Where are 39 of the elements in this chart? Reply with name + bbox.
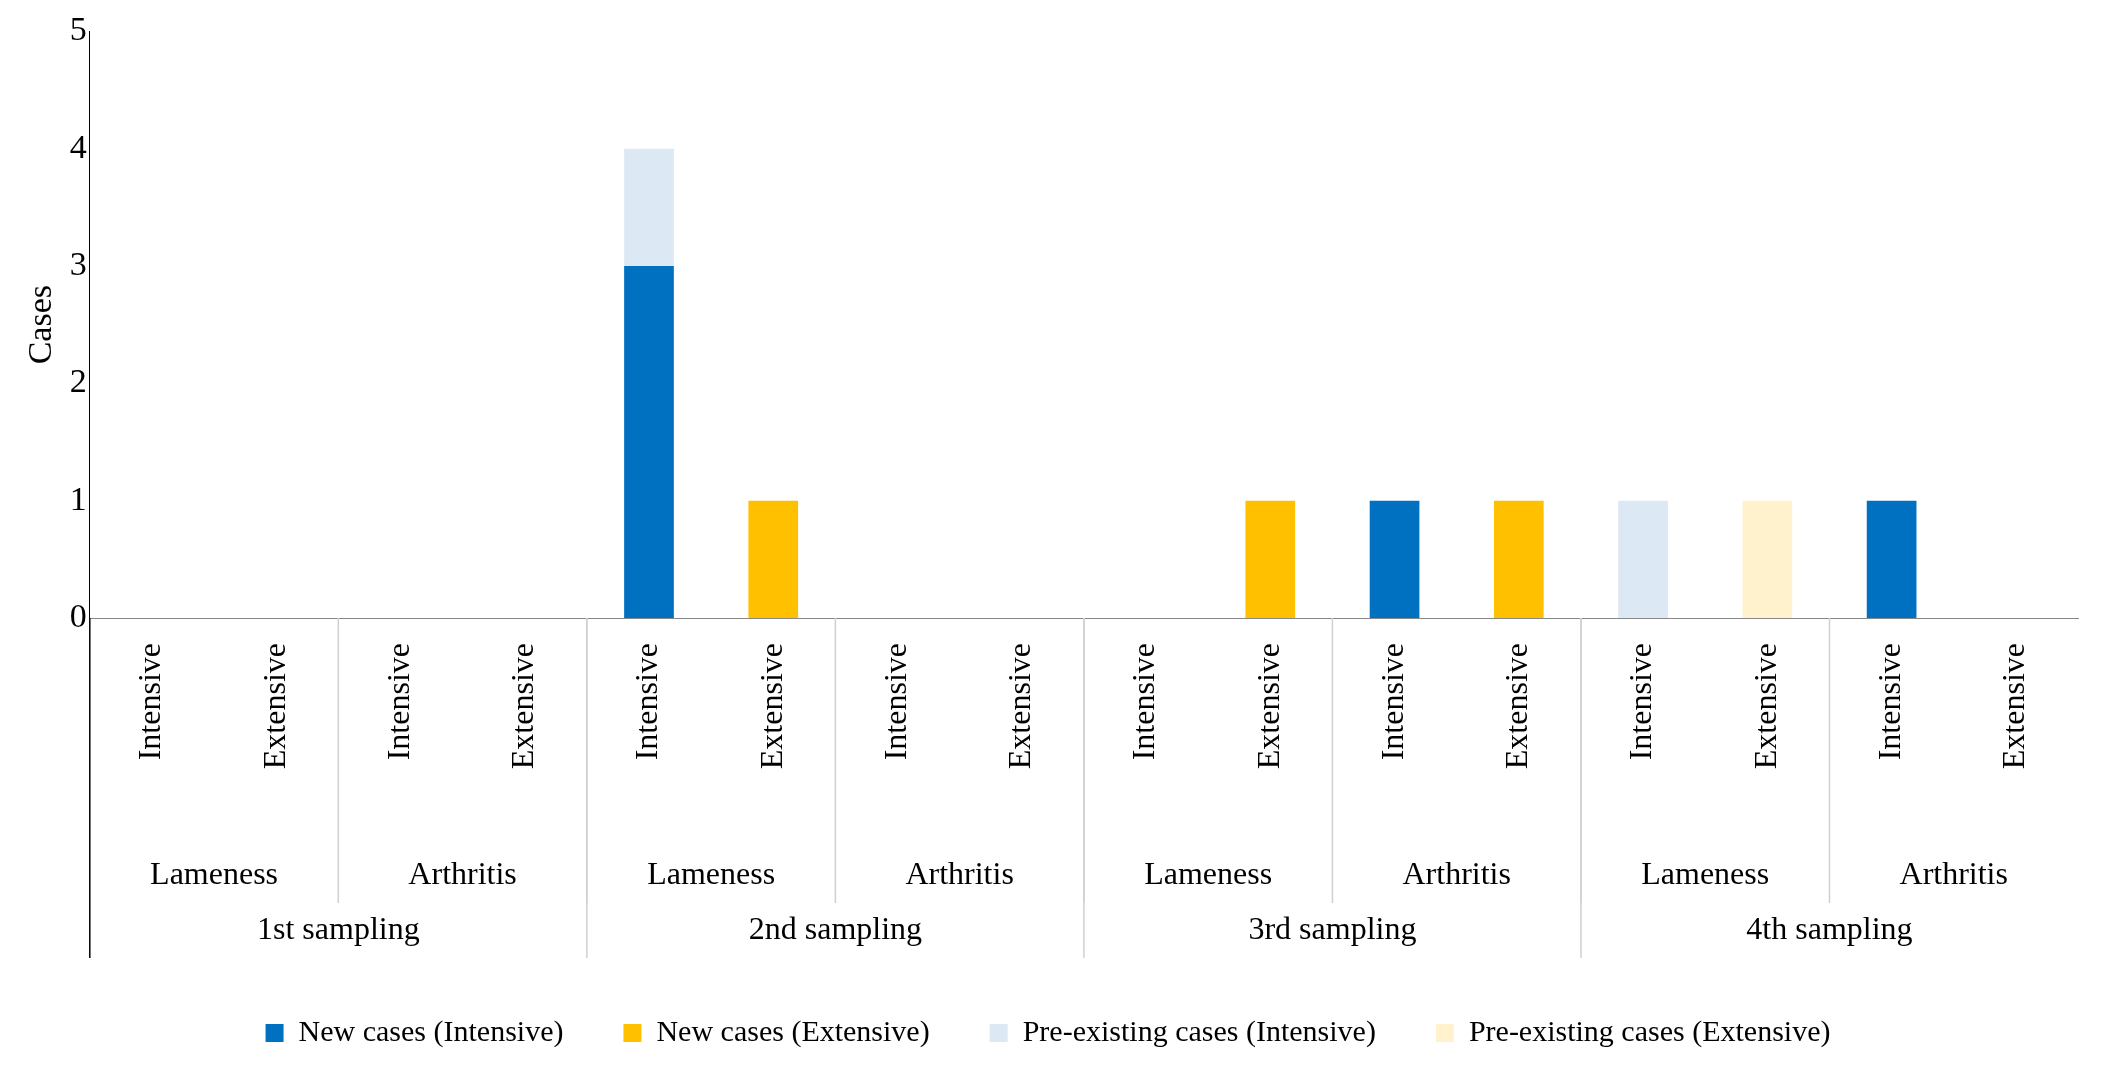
text: 4th sampling [1746, 909, 1913, 946]
legend-label: New cases (Extensive) [656, 1013, 930, 1048]
text: Arthritis [408, 854, 517, 891]
x-tick-label: Extensive [504, 643, 541, 770]
text: 2nd sampling [748, 909, 923, 946]
x-tick-label: Intensive [1373, 643, 1410, 761]
x-tick-label: Intensive [1125, 643, 1162, 761]
x-tick-label: Extensive [1995, 643, 2032, 770]
y-tick-label: 4 [69, 127, 87, 165]
text: Lameness [1144, 854, 1273, 891]
x-tick-label: Extensive [752, 643, 789, 770]
x-tick-label: Intensive [876, 643, 913, 761]
legend-label: New cases (Intensive) [298, 1013, 564, 1048]
text: 1st sampling [256, 909, 420, 946]
y-axis-title: Cases [21, 285, 59, 365]
y-tick-label: 5 [69, 10, 87, 48]
x-tick-label: Extensive [1498, 643, 1535, 770]
x-tick-label: Intensive [1871, 643, 1908, 761]
y-tick-label: 0 [69, 596, 87, 634]
x-tick-label: Extensive [1001, 643, 1038, 770]
text: 3rd sampling [1248, 909, 1417, 946]
legend-label: Pre-existing cases (Intensive) [1022, 1013, 1376, 1048]
x-tick-label: Extensive [1249, 643, 1286, 770]
y-tick-label: 1 [69, 479, 87, 517]
x-tick-label: Extensive [1746, 643, 1783, 770]
y-tick-label: 3 [69, 244, 87, 282]
x-tick-label: Intensive [379, 643, 416, 761]
x-tick-label: Intensive [1622, 643, 1659, 761]
text: Arthritis [1899, 854, 2008, 891]
y-tick-label: 2 [69, 362, 87, 400]
x-tick-label: Intensive [628, 643, 665, 761]
text: Arthritis [905, 854, 1014, 891]
x-tick-label: Extensive [255, 643, 292, 770]
text: Lameness [1641, 854, 1770, 891]
text: Lameness [647, 854, 776, 891]
text: Arthritis [1402, 854, 1511, 891]
x-tick-label: Intensive [131, 643, 168, 761]
legend-label: Pre-existing cases (Extensive) [1468, 1013, 1831, 1048]
text: Lameness [150, 854, 279, 891]
